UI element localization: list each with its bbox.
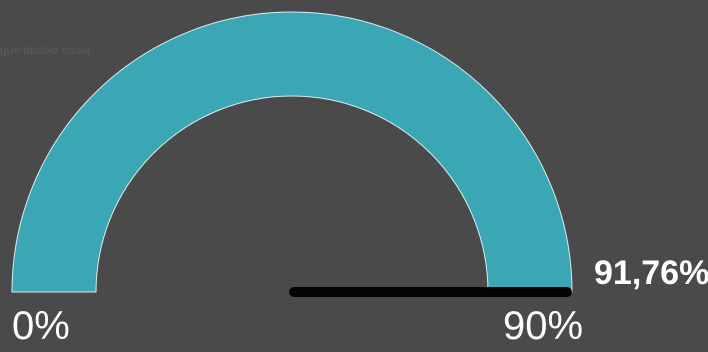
gauge-value-label: 91,76% (594, 254, 708, 292)
gauge-band (11, 11, 573, 293)
gauge-min-label: 0% (12, 304, 70, 348)
gauge-max-label: 90% (503, 304, 584, 348)
hint-text: gue abaixo caixa (0, 43, 91, 57)
